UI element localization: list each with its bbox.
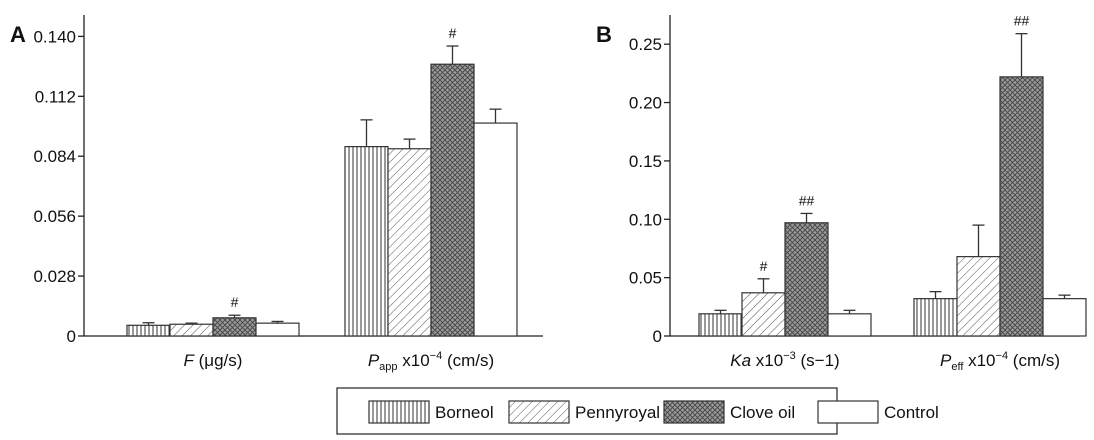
bar-borneol	[344, 146, 389, 337]
legend-swatch-control	[817, 400, 879, 424]
y-tick-label: 0	[67, 327, 76, 346]
panel-a-label: A	[10, 22, 26, 47]
y-tick-label: 0	[653, 327, 662, 346]
x-category-label: Papp x10−4 (cm/s)	[368, 350, 494, 373]
y-tick-label: 0.140	[33, 27, 76, 46]
bar-clove-oil	[430, 63, 475, 337]
y-tick-label: 0.084	[33, 147, 76, 166]
legend-label-pennyroyal: Pennyroyal	[575, 403, 660, 422]
bar-control	[255, 322, 300, 337]
y-tick-label: 0.20	[629, 94, 662, 113]
y-tick-label: 0.15	[629, 152, 662, 171]
significance-mark: ##	[1014, 13, 1030, 29]
legend-label-clove-oil: Clove oil	[730, 403, 795, 422]
bar-borneol	[698, 313, 743, 337]
bar-pennyroyal	[169, 323, 214, 337]
bar-control	[827, 313, 872, 337]
x-category-label: F (μg/s)	[184, 351, 243, 370]
bar-clove-oil	[999, 76, 1044, 337]
x-category-label: Ka x10−3 (s−1)	[730, 350, 839, 370]
legend-label-control: Control	[884, 403, 939, 422]
panel-a-chart: A 0 0.028 0.056 0.084 0.112 0.140 # F (μg/s) # Pa…	[10, 15, 543, 373]
significance-mark: ##	[799, 192, 815, 208]
significance-mark: #	[449, 25, 457, 41]
bar-borneol	[913, 298, 958, 337]
legend: Borneol Pennyroyal Clove oil Control	[336, 387, 939, 435]
bar-control	[473, 122, 518, 337]
panel-b-label: B	[596, 22, 612, 47]
panel-b-chart: B 00.050.100.150.200.25###Ka x10−3 (s−1)…	[596, 13, 1087, 373]
y-tick-label: 0.10	[629, 210, 662, 229]
bar-clove-oil	[784, 222, 829, 337]
bar-clove-oil	[212, 317, 257, 337]
y-tick-label: 0.112	[35, 87, 76, 106]
y-tick-label: 0.028	[33, 267, 76, 286]
significance-mark: #	[760, 258, 768, 274]
significance-mark: #	[231, 294, 239, 310]
legend-label-borneol: Borneol	[435, 403, 494, 422]
bar-pennyroyal	[741, 292, 786, 337]
legend-swatch-clove-oil	[663, 400, 725, 424]
legend-swatch-pennyroyal	[508, 400, 570, 424]
bar-control	[1042, 298, 1087, 337]
y-tick-label: 0.05	[629, 269, 662, 288]
bar-borneol	[126, 324, 171, 337]
y-tick-label: 0.056	[33, 207, 76, 226]
bar-pennyroyal	[387, 148, 432, 337]
bar-pennyroyal	[956, 256, 1001, 337]
x-category-label: Peff x10−4 (cm/s)	[940, 350, 1060, 373]
legend-swatch-borneol	[368, 400, 430, 424]
y-tick-label: 0.25	[629, 35, 662, 54]
